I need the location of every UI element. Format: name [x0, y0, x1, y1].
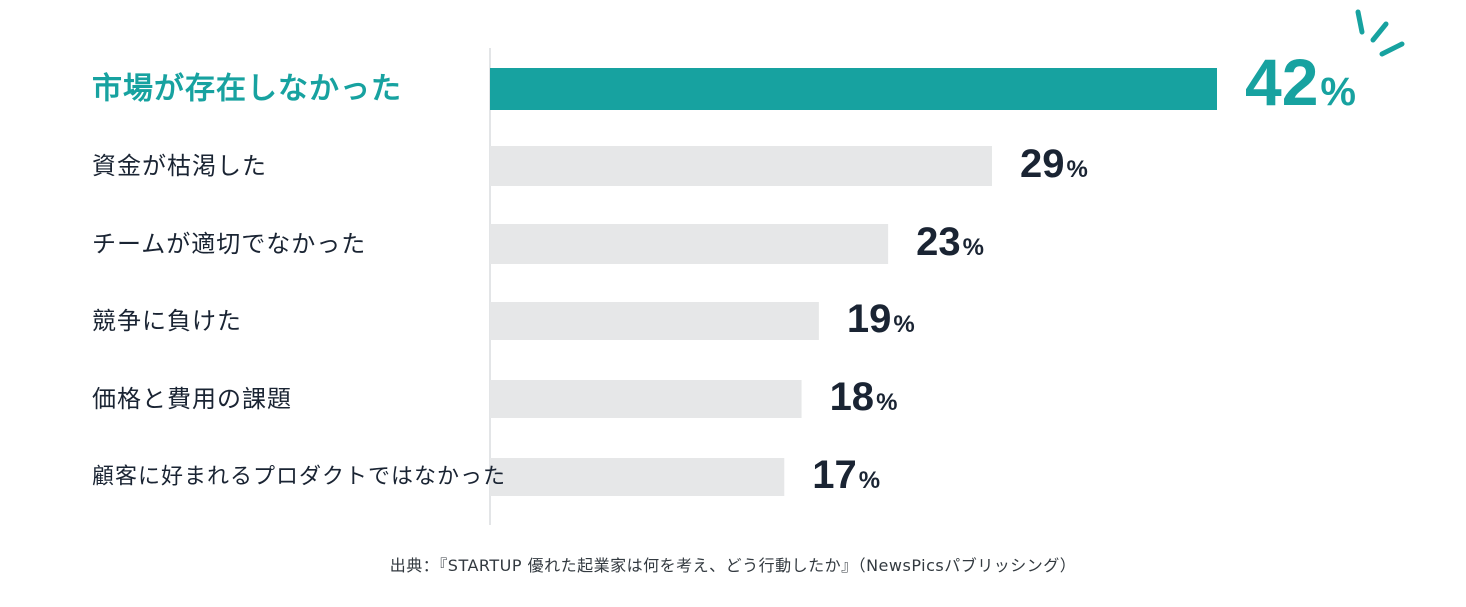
category-label: 価格と費用の課題	[92, 385, 292, 413]
category-label: 市場が存在しなかった	[92, 72, 402, 107]
value-label: 42%	[1245, 45, 1356, 119]
category-label: 競争に負けた	[92, 307, 242, 335]
value-label: 18%	[830, 375, 898, 419]
category-label: チームが適切でなかった	[92, 230, 366, 258]
category-label: 顧客に好まれるプロダクトではなかった	[92, 465, 506, 490]
value-label: 19%	[847, 297, 915, 341]
bar	[490, 146, 992, 186]
bar	[490, 458, 785, 496]
value-label: 17%	[812, 453, 880, 497]
bar-chart: 市場が存在しなかった 42% 資金が枯渇した 29% チームが適切でなかった 23% 競争に…	[92, 9, 1405, 525]
bar	[490, 224, 889, 264]
value-label: 29%	[1020, 142, 1088, 186]
bar	[490, 380, 802, 418]
bar	[490, 68, 1217, 110]
bar	[490, 302, 819, 340]
source-caption: 出典：『STARTUP 優れた起業家は何を考え、どう行動したか』（NewsPic…	[389, 556, 1077, 575]
emphasis-marks	[1355, 9, 1405, 57]
category-label: 資金が枯渇した	[92, 152, 267, 180]
value-label: 23%	[916, 220, 984, 264]
